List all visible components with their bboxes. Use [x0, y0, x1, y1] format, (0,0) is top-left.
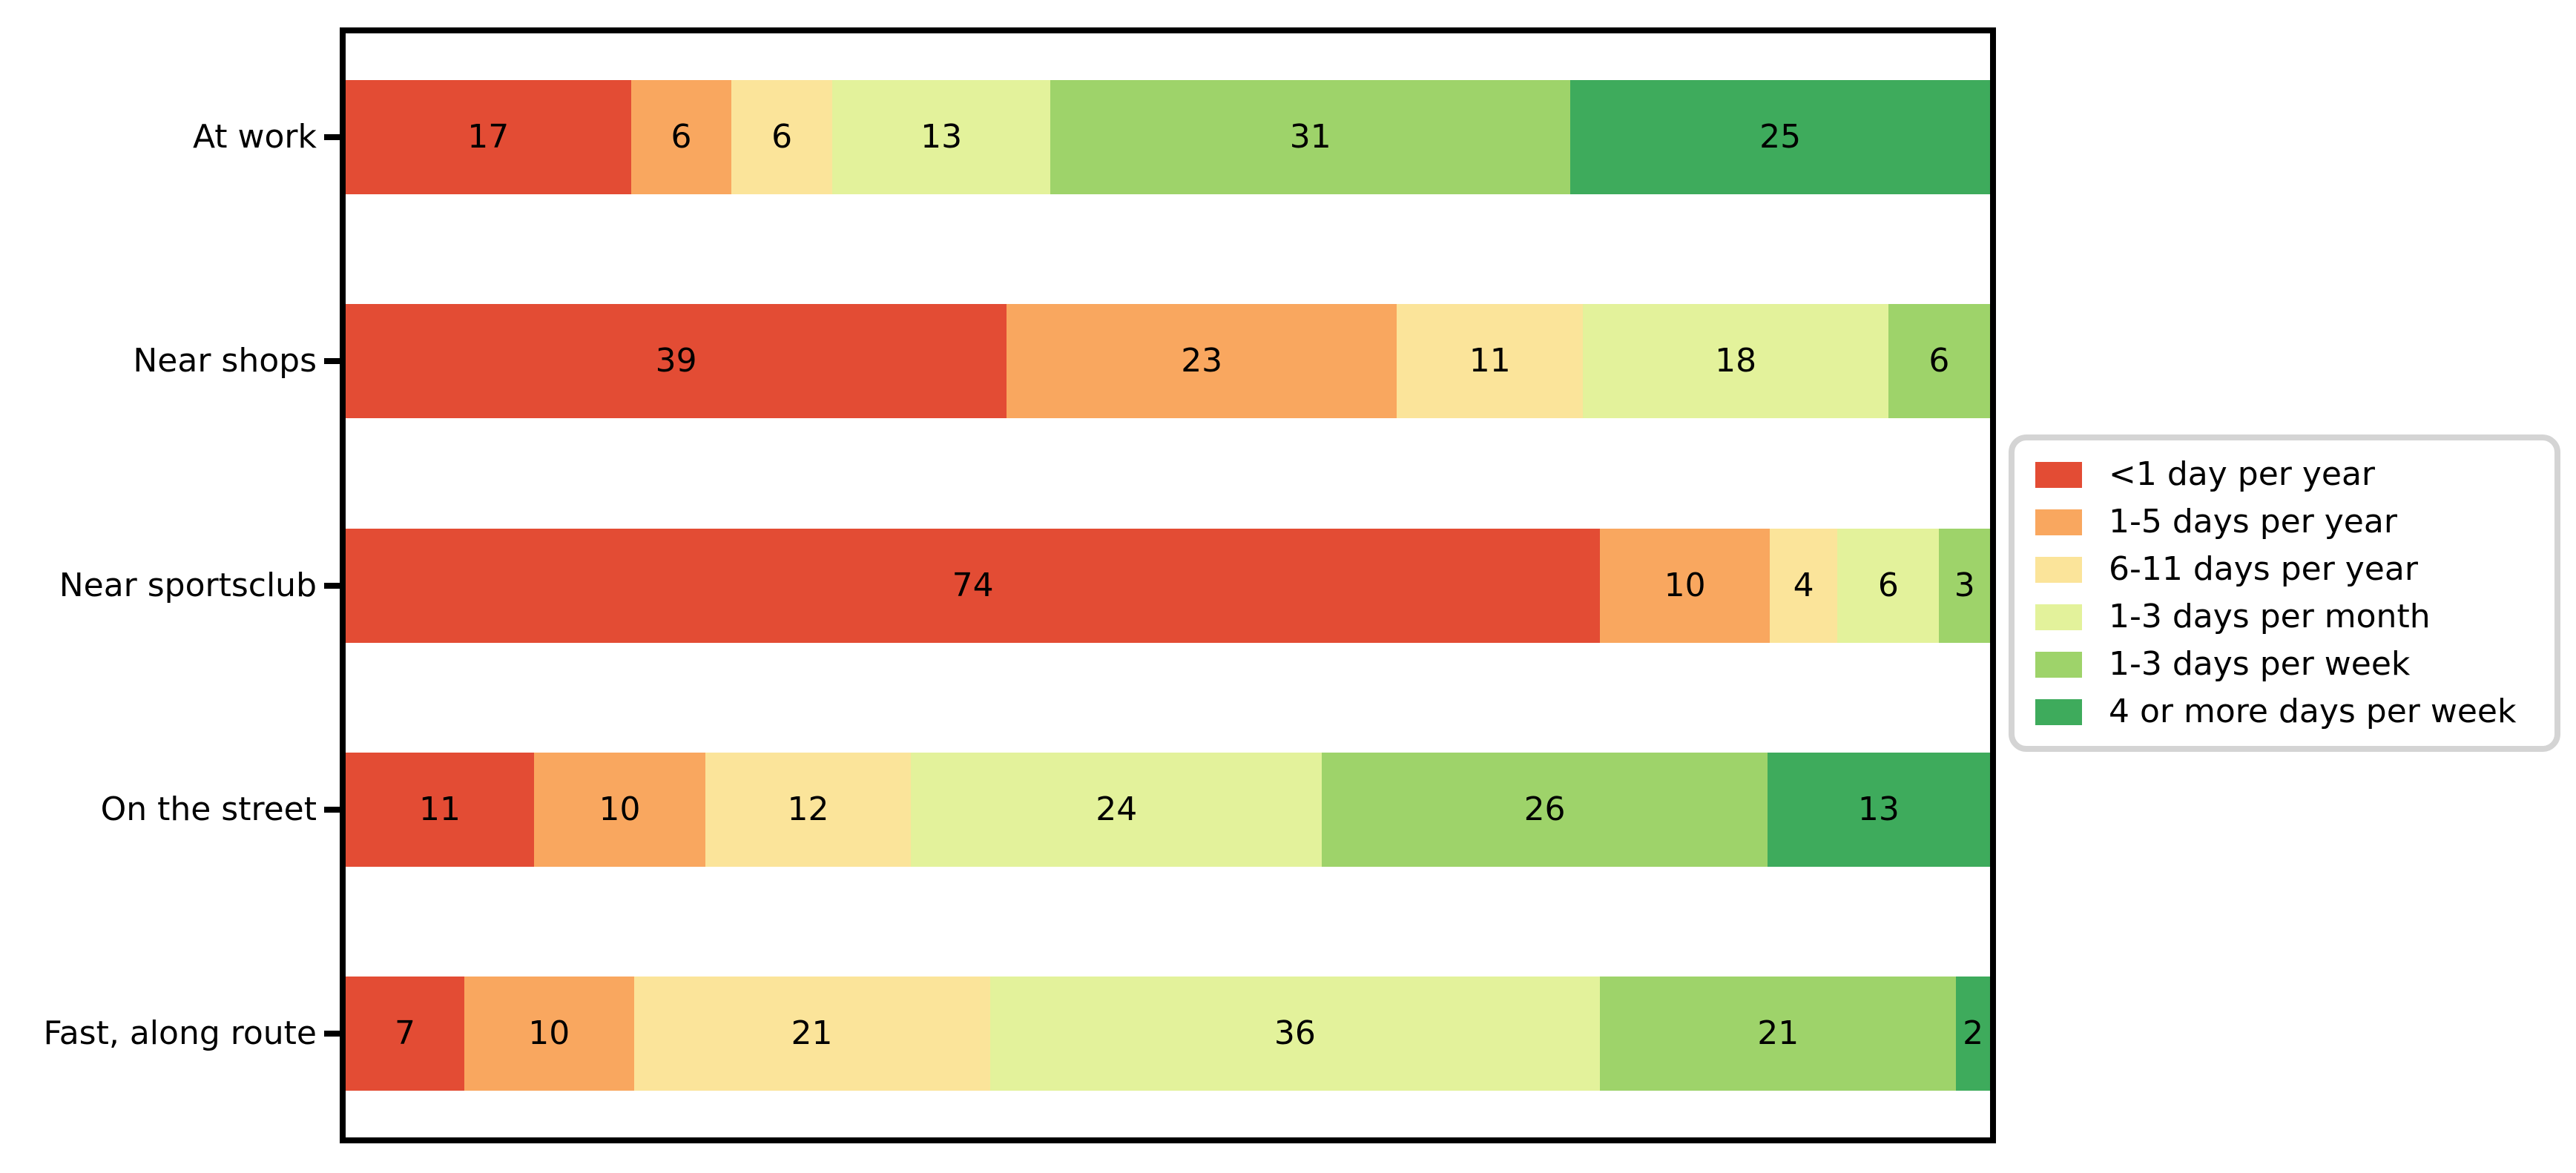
bar-row: 7 10 21 36 21 2 [346, 977, 1990, 1091]
bar-segment: 24 [911, 752, 1322, 867]
bar-segment: 4 [1769, 528, 1838, 643]
bar-segment: 6 [630, 79, 732, 194]
segment-value-label: 26 [1523, 790, 1566, 828]
category-label: At work [192, 117, 317, 156]
bar-segment: 36 [989, 977, 1601, 1091]
bar-segment: 10 [1600, 528, 1770, 643]
category-label: Near shops [133, 342, 317, 380]
legend-item: 6-11 days per year [2035, 546, 2540, 593]
axes-frame: 17 6 6 13 31 25 39 23 11 18 6 74 10 4 6 3 11 10 12 24 26 13 7 1… [324, 27, 1996, 1143]
bar-segment: 10 [464, 977, 634, 1091]
y-axis-tick [324, 133, 340, 140]
category-label: Fast, along route [43, 1014, 317, 1053]
legend-label: 1-3 days per week [2109, 645, 2411, 683]
segment-value-label: 36 [1274, 1014, 1316, 1053]
segment-value-label: 10 [1664, 566, 1706, 604]
plot-area: 17 6 6 13 31 25 39 23 11 18 6 74 10 4 6 3 11 10 12 24 26 13 7 1… [324, 33, 1990, 1137]
segment-value-label: 6 [1877, 566, 1899, 604]
bar-segment: 25 [1570, 79, 1990, 194]
segment-value-label: 74 [952, 566, 994, 604]
legend-swatch [2035, 556, 2082, 583]
bar-segment: 17 [346, 79, 631, 194]
legend-item: <1 day per year [2035, 451, 2540, 498]
segment-value-label: 21 [1757, 1014, 1799, 1053]
bar-segment: 74 [346, 528, 1601, 643]
legend-item: 1-5 days per year [2035, 498, 2540, 546]
segment-value-label: 2 [1963, 1014, 1984, 1053]
bar-segment: 6 [1837, 528, 1940, 643]
bar-row: 11 10 12 24 26 13 [346, 752, 1990, 867]
bar-segment: 10 [534, 752, 705, 867]
segment-value-label: 21 [791, 1014, 833, 1053]
bar-segment: 13 [832, 79, 1051, 194]
legend-items: <1 day per year 1-5 days per year 6-11 day… [2035, 451, 2540, 736]
segment-value-label: 7 [394, 1014, 415, 1053]
legend-item: 4 or more days per week [2035, 688, 2540, 736]
category-label: Near sportsclub [59, 566, 317, 604]
segment-value-label: 24 [1096, 790, 1138, 828]
bar-segment: 18 [1583, 304, 1888, 419]
segment-value-label: 6 [771, 117, 793, 156]
bar-row: 39 23 11 18 6 [346, 304, 1990, 419]
bar-segment: 7 [346, 977, 464, 1091]
y-axis-tick [324, 1031, 340, 1037]
legend-label: 1-3 days per month [2109, 598, 2431, 635]
segment-value-label: 31 [1289, 117, 1331, 156]
segment-value-label: 18 [1715, 342, 1757, 380]
y-axis-tick [324, 582, 340, 589]
segment-value-label: 10 [528, 1014, 570, 1053]
y-axis-tick [324, 358, 340, 365]
bar-segment: 26 [1322, 752, 1768, 867]
bar-segment: 39 [346, 304, 1007, 419]
segment-value-label: 4 [1793, 566, 1814, 604]
bar-segment: 6 [1888, 304, 1990, 419]
segment-value-label: 6 [671, 117, 692, 156]
bar-segment: 13 [1767, 752, 1990, 867]
segment-value-label: 11 [1469, 342, 1511, 380]
segment-value-label: 39 [655, 342, 697, 380]
legend-label: 6-11 days per year [2109, 550, 2418, 588]
legend-swatch [2035, 698, 2082, 725]
bar-row: 74 10 4 6 3 [346, 528, 1990, 643]
segment-value-label: 10 [599, 790, 641, 828]
legend-item: 1-3 days per month [2035, 593, 2540, 641]
bar-segment: 11 [1397, 304, 1584, 419]
bar-segment: 21 [1600, 977, 1957, 1091]
segment-value-label: 13 [920, 117, 963, 156]
segment-value-label: 13 [1857, 790, 1900, 828]
y-axis-tick [324, 806, 340, 813]
bar-segment: 31 [1050, 79, 1571, 194]
bar-segment: 23 [1007, 304, 1397, 419]
legend-swatch [2035, 604, 2082, 630]
legend-swatch [2035, 651, 2082, 678]
segment-value-label: 17 [467, 117, 510, 156]
legend-item: 1-3 days per week [2035, 641, 2540, 688]
segment-value-label: 6 [1928, 342, 1950, 380]
bar-segment: 11 [346, 752, 535, 867]
bar-segment: 21 [633, 977, 990, 1091]
category-label: On the street [100, 790, 317, 828]
legend-label: <1 day per year [2109, 455, 2376, 493]
legend-swatch [2035, 509, 2082, 535]
bar-segment: 2 [1956, 977, 1990, 1091]
segment-value-label: 12 [787, 790, 829, 828]
bar-segment: 3 [1939, 528, 1990, 643]
legend-label: 1-5 days per year [2109, 503, 2397, 541]
legend: <1 day per year 1-5 days per year 6-11 day… [2009, 434, 2560, 752]
legend-swatch [2035, 461, 2082, 488]
segment-value-label: 25 [1759, 117, 1802, 156]
bar-row: 17 6 6 13 31 25 [346, 79, 1990, 194]
segment-value-label: 3 [1954, 566, 1975, 604]
segment-value-label: 11 [419, 790, 461, 828]
bar-segment: 12 [705, 752, 912, 867]
segment-value-label: 23 [1181, 342, 1223, 380]
bar-segment: 6 [731, 79, 833, 194]
legend-label: 4 or more days per week [2109, 693, 2517, 730]
